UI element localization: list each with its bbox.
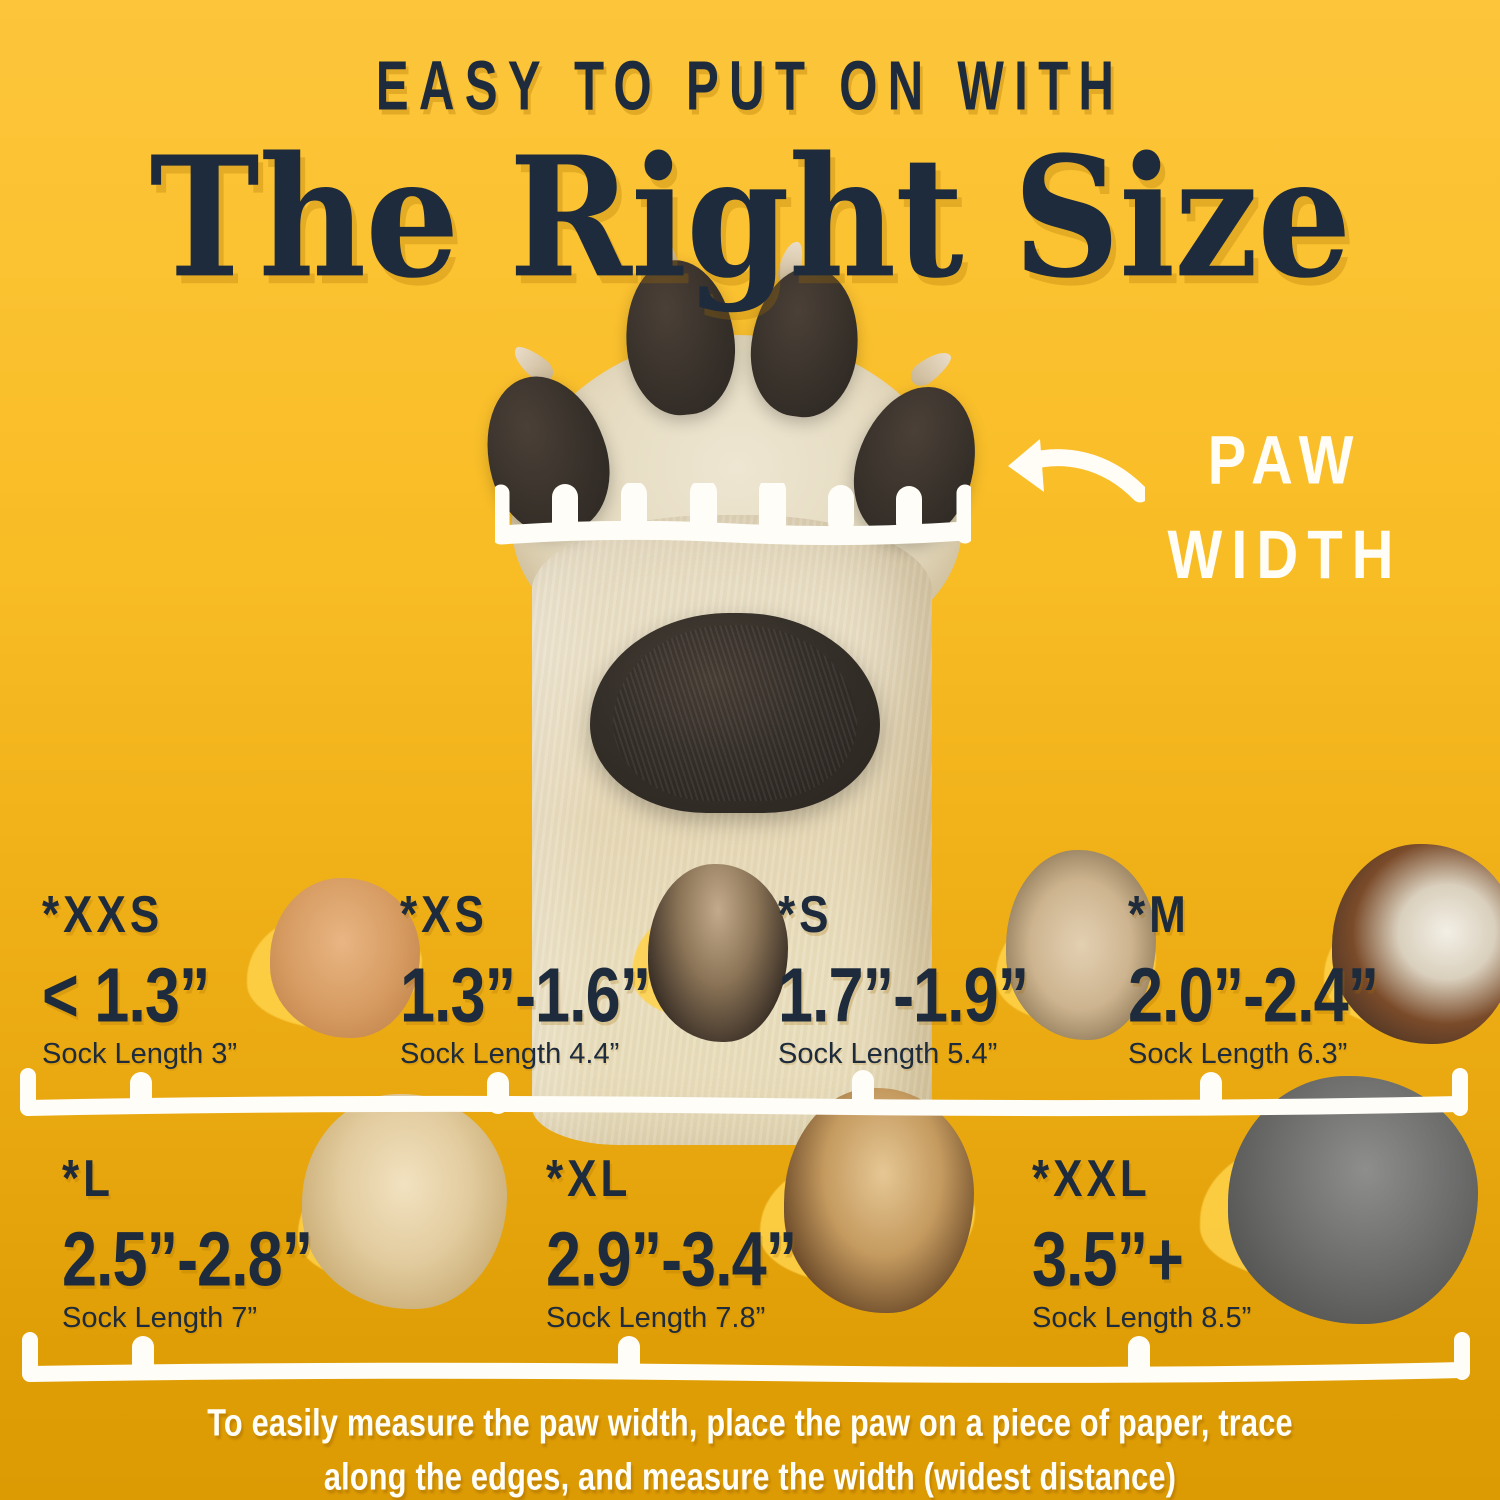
size-code: *XXS [42, 886, 164, 944]
page-title: The Right Size [149, 119, 1352, 315]
dog-photo-yorkshire-terrier [648, 864, 788, 1042]
dog-photo-german-shepherd [784, 1088, 974, 1313]
sock-length: Sock Length 5.4” [778, 1038, 998, 1070]
dog-photo-golden-retriever [302, 1094, 507, 1309]
size-cell-label: *XS 1.3”-1.6” [400, 886, 651, 1039]
size-range: 1.3”-1.6” [400, 953, 651, 1039]
size-code: *XXL [1032, 1150, 1151, 1208]
size-row-top: *XXS < 1.3” Sock Length 3” *XS 1.3”-1.6”… [0, 844, 1500, 1070]
size-cell-m[interactable]: *M 2.0”-2.4” Sock Length 6.3” [1128, 844, 1500, 1070]
kicker-text: EASY TO PUT ON WITH [375, 47, 1125, 126]
size-range: 2.5”-2.8” [62, 1217, 313, 1303]
sock-length: Sock Length 7” [62, 1302, 258, 1334]
size-range-bracket-bottom [0, 1330, 1500, 1390]
size-cell-label: *XXS < 1.3” [42, 886, 210, 1039]
size-range: 2.0”-2.4” [1128, 953, 1379, 1039]
instruction-text: To easily measure the paw width, place t… [30, 1396, 1470, 1500]
size-range-bracket-top [0, 1068, 1500, 1128]
size-range: 1.7”-1.9” [778, 953, 1029, 1039]
size-code: *M [1128, 886, 1190, 944]
sock-length: Sock Length 8.5” [1032, 1302, 1252, 1334]
size-code: *XS [400, 886, 488, 944]
sock-length: Sock Length 4.4” [400, 1038, 620, 1070]
sock-length: Sock Length 7.8” [546, 1302, 766, 1334]
size-cell-xl[interactable]: *XL 2.9”-3.4” Sock Length 7.8” [546, 1088, 996, 1334]
headline-block: EASY TO PUT ON WITH The Right Size [0, 46, 1500, 300]
size-cell-label: *M 2.0”-2.4” [1128, 886, 1379, 1039]
size-cell-label: *L 2.5”-2.8” [62, 1150, 313, 1303]
size-cell-label: *XL 2.9”-3.4” [546, 1150, 797, 1303]
callout-line-1: PAW [1207, 422, 1363, 499]
size-code: *XL [546, 1150, 632, 1208]
size-row-bottom: *L 2.5”-2.8” Sock Length 7” *XL 2.9”-3.4… [0, 1076, 1500, 1334]
size-range: 3.5”+ [1032, 1217, 1184, 1303]
size-cell-xxs[interactable]: *XXS < 1.3” Sock Length 3” [42, 878, 422, 1070]
instruction-line-1: To easily measure the paw width, place t… [207, 1400, 1293, 1444]
dog-photo-great-dane [1228, 1076, 1478, 1324]
size-cell-s[interactable]: *S 1.7”-1.9” Sock Length 5.4” [778, 850, 1156, 1070]
size-code: *S [778, 886, 833, 944]
size-cell-label: *XXL 3.5”+ [1032, 1150, 1184, 1303]
callout-label: PAW WIDTH [1150, 414, 1420, 603]
callout-line-2: WIDTH [1167, 516, 1403, 594]
sock-length: Sock Length 3” [42, 1038, 238, 1070]
dog-photo-chihuahua [270, 878, 420, 1038]
dog-photo-bernese-mountain-dog [1332, 844, 1500, 1044]
sock-length: Sock Length 6.3” [1128, 1038, 1348, 1070]
size-cell-xxl[interactable]: *XXL 3.5”+ Sock Length 8.5” [1032, 1076, 1492, 1334]
paw-width-measure-bracket [491, 477, 975, 555]
size-code: *L [62, 1150, 114, 1208]
dog-photo-french-bulldog [1006, 850, 1156, 1040]
size-cell-xs[interactable]: *XS 1.3”-1.6” Sock Length 4.4” [400, 864, 788, 1070]
size-range: < 1.3” [42, 953, 210, 1039]
dog-paw-illustration [468, 237, 996, 1145]
paw-width-callout: PAW WIDTH [1000, 418, 1420, 593]
size-cell-l[interactable]: *L 2.5”-2.8” Sock Length 7” [62, 1094, 507, 1334]
paw-metacarpal-pad [590, 613, 880, 813]
instruction-line-2: along the edges, and measure the width (… [323, 1455, 1177, 1499]
size-range: 2.9”-3.4” [546, 1217, 797, 1303]
size-cell-label: *S 1.7”-1.9” [778, 886, 1029, 1039]
left-curved-arrow-icon [1000, 436, 1149, 521]
claw-icon [906, 345, 956, 391]
